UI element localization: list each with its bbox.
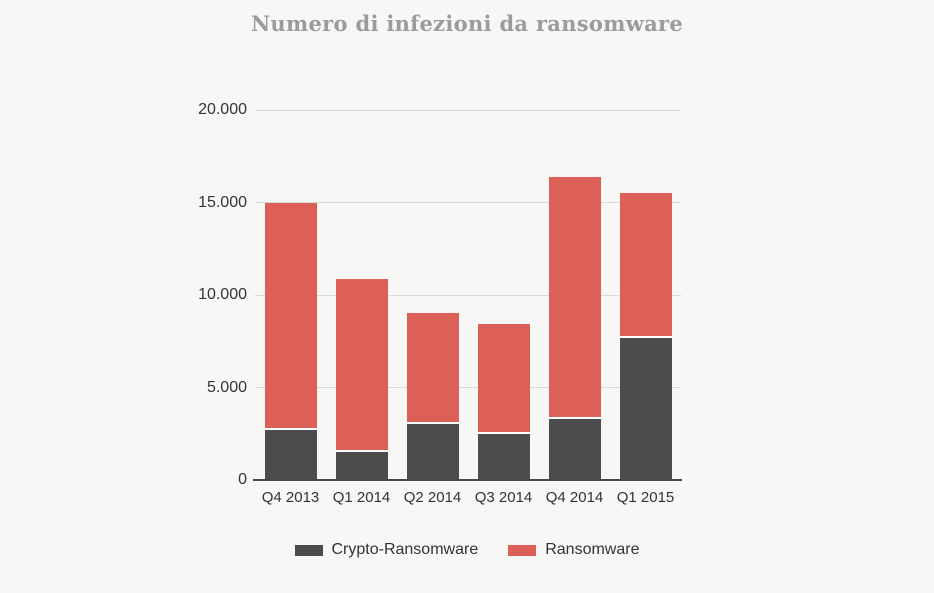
chart-title: Numero di infezioni da ransomware [250,11,684,36]
bar-segment-ransomware [548,176,601,417]
x-axis-label: Q1 2014 [332,489,391,506]
legend: Crypto-Ransomware Ransomware [0,541,934,559]
gridline [255,202,681,203]
gridline [255,294,681,296]
x-axis-label: Q4 2014 [545,489,604,506]
bar-segment-crypto-ransomware [264,430,317,480]
x-axis-label: Q3 2014 [474,489,533,506]
legend-label-ransomware: Ransomware [545,541,640,558]
legend-item-crypto-ransomware: Crypto-Ransomware [294,541,479,559]
bar-segment-ransomware [406,312,459,422]
x-axis-label: Q2 2014 [403,489,462,506]
bar-q1-2015 [619,193,672,480]
bar-segment-ransomware [335,279,388,451]
y-axis-tick-label: 5.000 [206,378,247,396]
legend-swatch-crypto-ransomware [294,544,323,556]
x-axis-label: Q1 2015 [616,489,675,506]
bar-segment-ransomware [477,323,530,432]
bar-q1-2014 [335,279,388,480]
bar-segment-ransomware [619,193,672,336]
segment-divider [619,335,672,338]
y-axis-tick-label: 0 [238,471,247,488]
bar-segment-crypto-ransomware [619,337,672,480]
gridline [255,109,681,111]
x-axis-line [253,479,682,481]
segment-divider [264,428,317,431]
segment-divider [335,450,388,453]
segment-divider [548,416,601,419]
segment-divider [477,431,530,434]
bar-segment-crypto-ransomware [406,423,459,480]
y-axis-tick-label: 20.000 [198,101,247,118]
legend-label-crypto-ransomware: Crypto-Ransomware [331,541,479,558]
y-axis-tick-label: 10.000 [198,286,247,303]
x-axis-label: Q4 2013 [261,489,320,506]
segment-divider [406,421,459,424]
legend-item-ransomware: Ransomware [508,541,639,559]
y-axis-tick-label: 15.000 [198,193,247,211]
bar-segment-ransomware [264,202,317,429]
bar-segment-crypto-ransomware [548,418,601,480]
bar-segment-crypto-ransomware [477,433,530,480]
bar-q4-2014 [548,176,601,480]
gridline [255,387,681,388]
bar-q4-2013 [264,202,317,480]
bar-segment-crypto-ransomware [335,452,388,480]
bar-q2-2014 [406,312,459,480]
bar-q3-2014 [477,323,530,480]
plot-area [255,109,681,480]
legend-swatch-ransomware [508,544,537,556]
